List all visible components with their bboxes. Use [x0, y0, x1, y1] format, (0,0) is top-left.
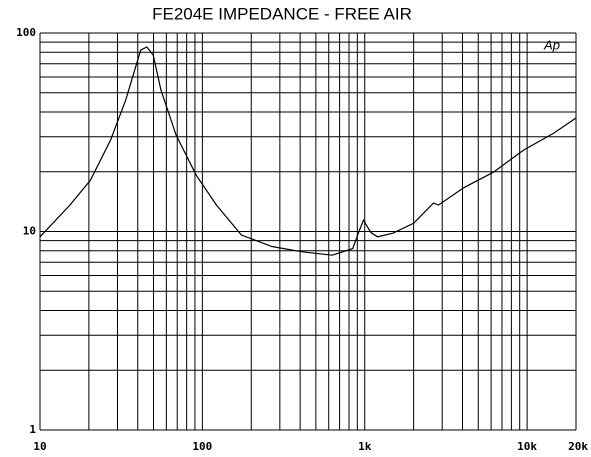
x-tick-label: 10	[33, 440, 46, 453]
x-tick-label: 1k	[358, 440, 372, 453]
x-tick-label: 100	[192, 440, 212, 453]
y-tick-label: 100	[16, 26, 36, 39]
y-tick-label: 1	[29, 423, 36, 436]
x-tick-label: 20k	[568, 440, 588, 453]
y-tick-label: 10	[23, 225, 36, 238]
chart-title: FE204E IMPEDANCE - FREE AIR	[152, 4, 412, 23]
impedance-line	[39, 46, 577, 256]
x-tick-label: 10k	[517, 440, 537, 453]
logo: Ap	[543, 37, 560, 52]
